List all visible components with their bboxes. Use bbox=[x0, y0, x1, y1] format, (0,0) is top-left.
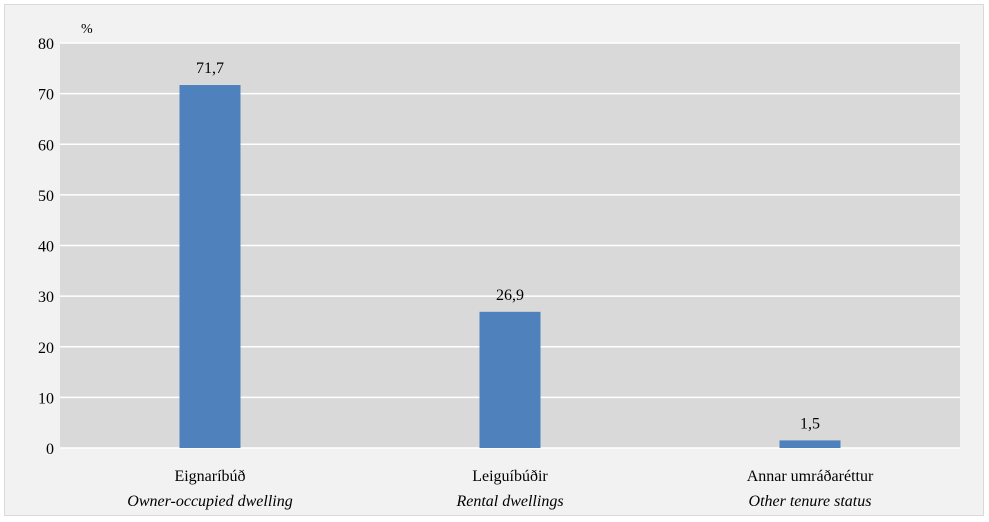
chart-frame: 0 10 20 30 40 50 60 70 80 % 71,7 26,9 1,5 Eignaríb… bbox=[4, 4, 984, 516]
y-tick-label-10: 10 bbox=[38, 390, 54, 407]
x-tick-sublabel-3: Other tenure status bbox=[749, 493, 872, 510]
y-unit-label: % bbox=[81, 22, 93, 37]
data-labels: 71,7 26,9 1,5 bbox=[196, 60, 820, 432]
y-tick-label-0: 0 bbox=[46, 441, 54, 458]
y-tick-label-40: 40 bbox=[38, 239, 54, 256]
y-tick-label-50: 50 bbox=[38, 188, 54, 205]
x-tick-sublabel-1: Owner-occupied dwelling bbox=[127, 493, 292, 510]
y-tick-label-30: 30 bbox=[38, 289, 54, 306]
x-tick-label-1: Eignaríbúð bbox=[174, 468, 245, 485]
bars bbox=[179, 85, 841, 449]
y-tick-label-70: 70 bbox=[38, 87, 54, 104]
bar-1 bbox=[179, 85, 241, 449]
bar-chart: 0 10 20 30 40 50 60 70 80 % 71,7 26,9 1,5 Eignaríb… bbox=[38, 22, 960, 510]
data-label-1: 71,7 bbox=[196, 60, 224, 77]
bar-2 bbox=[479, 311, 541, 448]
x-tick-sublabel-2: Rental dwellings bbox=[455, 493, 563, 510]
bar-3 bbox=[779, 440, 841, 448]
y-tick-label-60: 60 bbox=[38, 137, 54, 154]
x-axis: Eignaríbúð Owner-occupied dwelling Leiguíb… bbox=[127, 468, 874, 510]
y-tick-label-20: 20 bbox=[38, 340, 54, 357]
x-tick-label-2: Leiguíbúðir bbox=[472, 468, 548, 485]
data-label-3: 1,5 bbox=[800, 415, 820, 432]
y-tick-label-80: 80 bbox=[38, 36, 54, 53]
data-label-2: 26,9 bbox=[496, 287, 524, 304]
y-axis: 0 10 20 30 40 50 60 70 80 bbox=[38, 36, 54, 458]
x-tick-label-3: Annar umráðaréttur bbox=[747, 468, 874, 485]
